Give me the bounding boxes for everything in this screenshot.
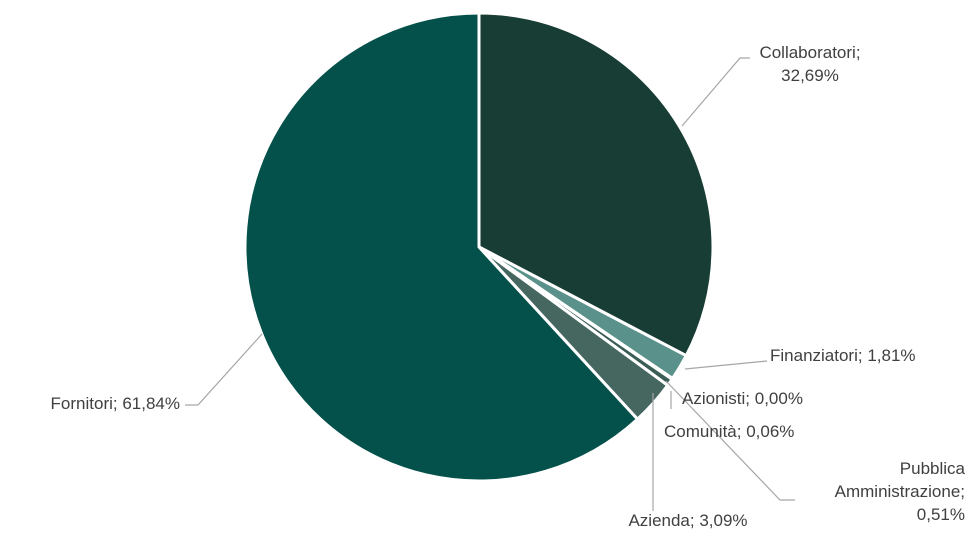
leader-line-collaboratori [681,57,750,127]
data-label-azionisti: Azionisti; 0,00% [682,389,803,408]
data-label-line: Azionisti; 0,00% [682,389,803,408]
data-label-line: Collaboratori; [759,43,860,62]
data-label-line: Fornitori; 61,84% [51,394,180,413]
data-label-finanziatori: Finanziatori; 1,81% [770,346,916,365]
data-label-comunita: Comunità; 0,06% [664,422,794,441]
data-label-collaboratori: Collaboratori; 32,69% [759,43,860,85]
data-label-line: Pubblica [900,459,966,478]
pie-slices [243,11,715,483]
data-label-line: 32,69% [781,66,839,85]
data-labels: Collaboratori; 32,69% Finanziatori; 1,81% A… [51,43,966,530]
data-label-line: Finanziatori; 1,81% [770,346,916,365]
leader-lines [185,57,795,511]
data-label-fornitori: Fornitori; 61,84% [51,394,180,413]
data-label-azienda: Azienda; 3,09% [628,511,747,530]
data-label-pubblica-amministrazione: Pubblica Amministrazione; 0,51% [835,459,966,524]
data-label-line: Comunità; 0,06% [664,422,794,441]
pie-slice-fornitori [243,11,639,483]
data-label-line: Amministrazione; [835,482,965,501]
leader-line-finanziatori [684,360,768,370]
leader-line-pubblica-amministrazione [665,380,795,501]
data-label-line: 0,51% [917,505,965,524]
pie-slice-collaboratori [477,11,715,358]
data-label-line: Azienda; 3,09% [628,511,747,530]
leader-line-fornitori [185,333,263,406]
